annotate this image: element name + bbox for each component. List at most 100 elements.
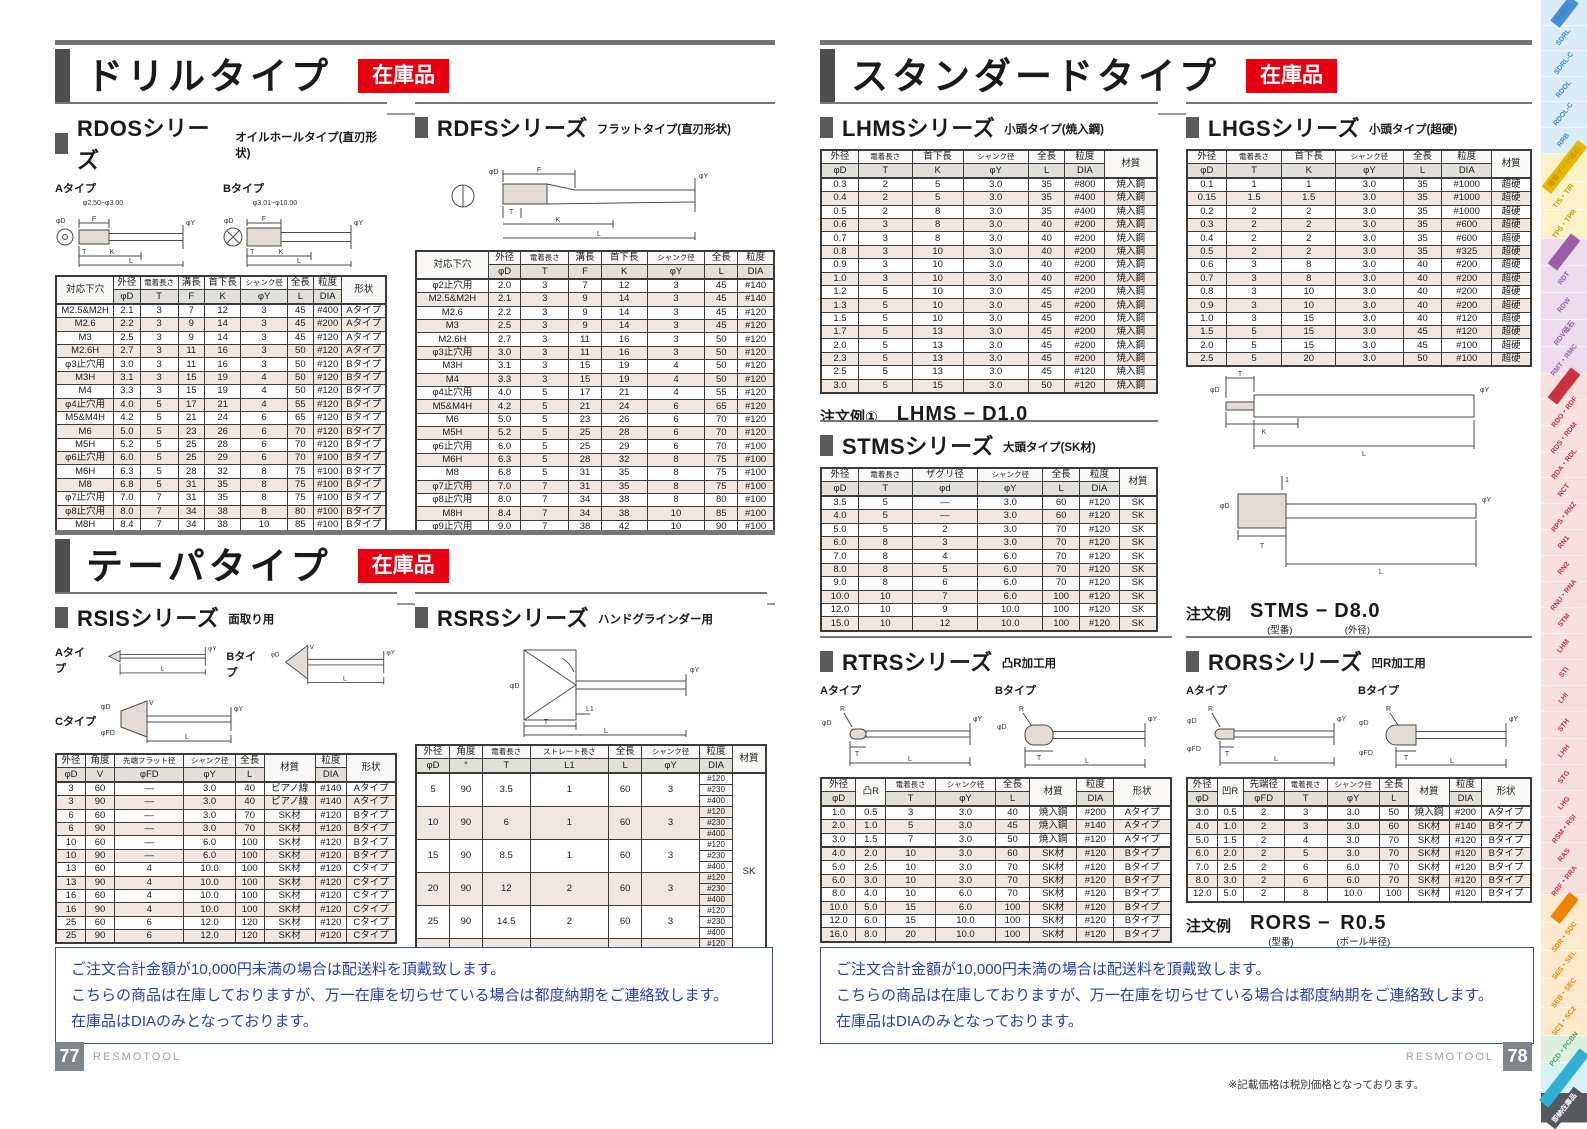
sidebar-tab-RDO・RDF[interactable]: RDO・RDF xyxy=(1541,396,1587,429)
cell: 5 xyxy=(520,412,570,428)
cell: #120 xyxy=(699,772,733,785)
sidebar-tab-RSM・RSI[interactable]: RSM・RSI xyxy=(1541,814,1587,845)
cell: 3.0 xyxy=(1326,805,1380,821)
column-header: DIA xyxy=(1064,163,1106,179)
sidebar-tab-RCT[interactable]: RCT xyxy=(1541,478,1587,504)
sidebar-tab-RDOL-C[interactable]: RDOL-C xyxy=(1541,102,1587,128)
order-code-note: (型番) xyxy=(1268,936,1294,948)
sidebar-tab-RRF・RRA[interactable]: RRF・RRA xyxy=(1541,865,1587,898)
sidebar-tab-電着ダイヤ砥石[interactable]: 電着ダイヤ砥石 xyxy=(1541,140,1587,195)
sidebar-tab-特殊形状・複合品[interactable]: 特殊形状・複合品 xyxy=(1538,1048,1587,1108)
rsrs-diagram-wrap: φD T L1 L φY xyxy=(415,638,767,738)
sidebar-tab-電着工具[interactable]: 電着工具 xyxy=(1541,367,1587,405)
cell: 75 xyxy=(704,466,739,481)
sidebar-tab-RNU・RNA[interactable]: RNU・RNA xyxy=(1541,578,1587,612)
cell: 15 xyxy=(885,900,936,915)
sidebar-tab-新製品[interactable]: 新製品 xyxy=(1541,0,1587,29)
cell: #230 xyxy=(699,816,733,829)
cell: 100 xyxy=(995,900,1030,915)
cell: 60 xyxy=(1042,495,1080,511)
cell: #1000 xyxy=(1441,177,1493,193)
svg-text:φFD: φFD xyxy=(1359,750,1373,757)
column-header: φD xyxy=(820,163,859,179)
sidebar-tab-RRB[interactable]: RRB xyxy=(1541,128,1587,154)
cell: 20 xyxy=(885,927,936,943)
sidebar-tab-TPS・TPR[interactable]: TPS・TPR xyxy=(1541,209,1587,240)
series-marker-icon xyxy=(55,132,68,154)
svg-text:φD: φD xyxy=(224,218,234,225)
sidebar-tab-RAS[interactable]: RAS xyxy=(1541,843,1587,869)
sidebar-tab-RDW[interactable]: RDW xyxy=(1541,293,1587,320)
svg-text:φFD: φFD xyxy=(1187,746,1201,753)
sidebar-tab-LHH[interactable]: LHH xyxy=(1541,739,1587,765)
cell: 3.0 xyxy=(820,378,859,394)
cell: SK xyxy=(1118,602,1158,618)
table-row: 25 90 14.5 2 60 3 #120 xyxy=(415,904,766,939)
sidebar-tab-LHG[interactable]: LHG xyxy=(1541,791,1587,817)
cell: 2.0 xyxy=(855,845,887,862)
sidebar-tab-PCD・PCBN[interactable]: PCD・PCBN xyxy=(1541,1031,1587,1068)
cell: 6 xyxy=(481,805,531,840)
sidebar-tab-SDRL[interactable]: SDRL xyxy=(1541,26,1587,52)
cell: 3 xyxy=(240,303,288,319)
table-row: M2.5&M2H 2.1 3 9 14 3 45 #140 xyxy=(415,292,775,307)
cell: 0.3 xyxy=(820,177,859,193)
sidebar-tab-SEB・SEC[interactable]: SEB・SEC xyxy=(1541,977,1587,1010)
cell: 0.9 xyxy=(820,258,859,273)
cell: 5 xyxy=(139,464,179,479)
cell: SK xyxy=(1118,562,1158,578)
svg-text:T: T xyxy=(509,209,514,216)
sidebar-tab-RDOL[interactable]: RDOL xyxy=(1541,77,1587,103)
table-row: M5H 5.2 5 25 28 6 70 #120 Bタイプ xyxy=(55,437,387,453)
cell: 4 xyxy=(646,372,706,387)
note-line: こちらの商品は在庫しておりますが、万一在庫を切らせている場合は都度納期をご連絡致… xyxy=(71,986,729,1004)
sidebar-tab-RDA・RDL[interactable]: RDA・RDL xyxy=(1541,448,1587,481)
cell: 焼入鋼 xyxy=(1104,177,1158,193)
sidebar-tab-STI[interactable]: STI xyxy=(1541,660,1587,687)
sidebar-tab-STM[interactable]: STM xyxy=(1541,608,1587,635)
svg-text:φD: φD xyxy=(822,720,832,727)
sidebar-tab-STH[interactable]: STH xyxy=(1541,712,1587,739)
cell: 2 xyxy=(1242,846,1285,862)
cell: 70 xyxy=(286,424,314,439)
sidebar-tab-LHI[interactable]: LHI xyxy=(1541,686,1587,713)
cell: 4.0 xyxy=(113,397,141,412)
cell: #200 xyxy=(1064,338,1106,353)
cell: 4 xyxy=(240,384,288,399)
sidebar-tab-STG[interactable]: STG xyxy=(1541,765,1587,791)
sidebar-tab-SES・SEL[interactable]: SES・SEL xyxy=(1541,949,1587,981)
column-header: シャンク径 xyxy=(240,275,288,291)
sidebar-tab-LHM[interactable]: LHM xyxy=(1541,634,1587,661)
cell: 3.0 xyxy=(1216,873,1244,889)
sidebar-tab-SC1・SC2[interactable]: SC1・SC2 xyxy=(1541,1006,1587,1037)
cell: 15 xyxy=(568,359,602,374)
table-row: M3 2.5 3 9 14 3 45 #120 xyxy=(415,318,775,334)
sidebar-section-red: 電着工具 RDO・RDF RDS・RDM RDA・RDL RCT RPS・RNZ RN1 RN… xyxy=(1541,367,1587,898)
sidebar-tab-RN1[interactable]: RN1 xyxy=(1541,530,1587,557)
cell: 焼入鋼 xyxy=(1104,338,1158,353)
cell: 3.0 xyxy=(962,351,1029,367)
sidebar-tab-単結晶[interactable]: 単結晶 xyxy=(1541,892,1587,925)
sidebar-tab-研削工具[interactable]: 研削工具 xyxy=(1541,233,1587,271)
sidebar-tab-SDRL-C[interactable]: SDRL-C xyxy=(1541,51,1587,77)
sidebar-tab-RN2[interactable]: RN2 xyxy=(1541,556,1587,583)
cell: 3 xyxy=(641,772,701,807)
cell: 3.0 xyxy=(962,217,1029,233)
cell: 6 xyxy=(911,576,979,591)
sidebar-tab-RDS・RDM[interactable]: RDS・RDM xyxy=(1541,422,1587,456)
sidebar-tab-RPS・RNZ[interactable]: RPS・RNZ xyxy=(1541,501,1587,533)
sidebar-tab-RDT[interactable]: RDT xyxy=(1541,266,1587,293)
cell: 3.0 xyxy=(934,860,997,875)
column-header: 外径 xyxy=(820,467,859,483)
cell: Bタイプ xyxy=(346,808,397,823)
cell: 5 xyxy=(520,439,570,454)
cell: #200 xyxy=(1441,271,1493,286)
rdos-section: RDOSシリーズ オイルホールタイプ(直刃形状) Aタイプ φ2.50~φ3.0… xyxy=(55,102,387,606)
rors-section: RORSシリーズ 凹R加工用 Aタイプ R φD φFD T L φY Bタイプ … xyxy=(1186,636,1532,948)
cell: φ6止穴用 xyxy=(55,451,115,466)
sidebar-tab-RDV砥石[interactable]: RDV砥石 xyxy=(1541,320,1587,347)
sidebar-tab-TIS・TIR[interactable]: TIS・TIR xyxy=(1541,182,1587,211)
cell: 6 xyxy=(240,451,288,466)
sidebar-tab-SDR・SDC[interactable]: SDR・SDC xyxy=(1541,920,1587,954)
sidebar-tab-RMT・RMC[interactable]: RMT・RMC xyxy=(1541,343,1587,377)
